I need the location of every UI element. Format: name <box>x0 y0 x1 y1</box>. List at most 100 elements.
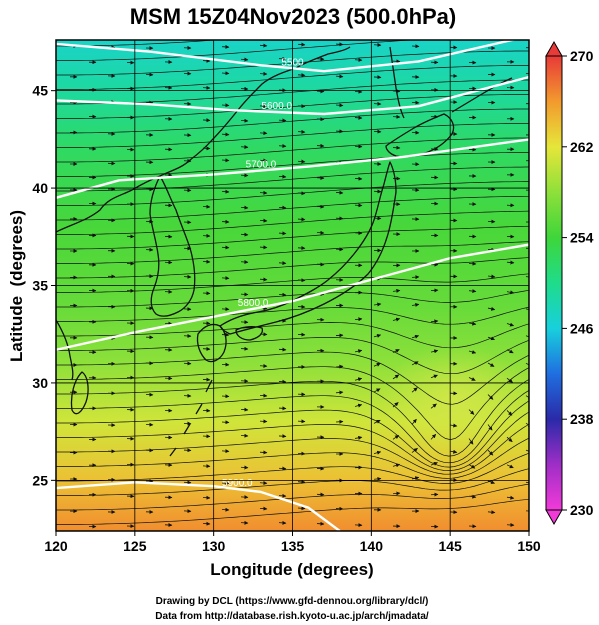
wind-arrow <box>468 350 477 354</box>
x-tick-label: 135 <box>281 538 305 554</box>
streamline <box>56 411 529 471</box>
chart-title: MSM 15Z04Nov2023 (500.0hPa) <box>130 4 457 29</box>
wind-arrow <box>506 436 513 443</box>
wind-arrow <box>240 145 249 150</box>
wind-arrow <box>354 377 363 382</box>
colorbar-bottom-arrow <box>545 509 563 526</box>
wind-arrow <box>240 232 249 237</box>
coast-korea <box>149 175 196 317</box>
wind-arrow <box>487 306 496 311</box>
colorbar-tick-label: 254 <box>570 230 594 246</box>
wind-arrow <box>354 349 363 354</box>
grid-lines <box>56 40 529 531</box>
wind-arrow <box>487 394 494 400</box>
wind-arrow <box>278 493 287 498</box>
wind-arrow <box>430 403 437 409</box>
y-tick-label: 40 <box>32 180 48 196</box>
contour-label: 5800.0 <box>238 298 269 309</box>
x-tick-label: 145 <box>438 538 462 554</box>
wind-arrow <box>354 115 363 120</box>
wind-arrow <box>335 103 344 108</box>
wind-arrow <box>316 204 325 209</box>
wind-arrow <box>392 374 400 380</box>
streamline <box>56 152 529 177</box>
wind-arrow <box>506 322 514 327</box>
y-tick-label: 25 <box>32 472 48 488</box>
wind-arrow <box>449 449 458 454</box>
wind-arrow <box>468 494 477 499</box>
colorbar-bar <box>545 55 563 511</box>
wind-arrow <box>468 438 474 445</box>
contour-line <box>56 138 529 199</box>
x-tick-label: 120 <box>44 538 68 554</box>
wind-arrow <box>316 117 325 122</box>
wind-arrow <box>316 57 325 61</box>
wind-arrow <box>278 406 287 411</box>
wind-arrow <box>259 245 268 250</box>
wind-arrow <box>354 144 363 149</box>
wind-arrow <box>392 317 401 322</box>
colorbar-top-arrow <box>545 40 563 57</box>
wind-arrow <box>297 104 306 109</box>
wind-arrow <box>335 129 344 134</box>
wind-arrow <box>354 176 363 181</box>
wind-arrow <box>335 364 344 369</box>
y-tick-label: 30 <box>32 375 48 391</box>
wind-arrow <box>335 216 344 221</box>
coastlines <box>56 46 513 457</box>
wind-arrow <box>278 520 287 525</box>
wind-arrow <box>278 56 287 61</box>
wind-arrow <box>411 334 420 339</box>
wind-arrow <box>297 159 306 164</box>
coast-sakhalin <box>389 46 405 119</box>
wind-arrow <box>278 434 287 439</box>
wind-arrow <box>240 173 249 178</box>
wind-arrow <box>259 190 268 195</box>
wind-arrow <box>373 334 382 338</box>
wind-arrow <box>259 363 268 368</box>
wind-arrow <box>297 246 306 251</box>
x-tick-label: 150 <box>517 538 541 554</box>
colorbar-tick-label: 238 <box>570 411 594 427</box>
wind-arrow <box>392 402 399 408</box>
wind-arrow <box>278 205 287 210</box>
wind-arrow <box>240 433 249 438</box>
wind-arrow <box>411 447 418 453</box>
wind-arrow <box>468 289 477 294</box>
colorbar-tick-label: 270 <box>570 48 594 64</box>
colorbar-tick-label: 262 <box>570 139 594 155</box>
wind-arrow <box>373 419 381 424</box>
wind-arrow <box>411 275 420 280</box>
wind-arrow <box>411 476 420 481</box>
streamline <box>56 241 529 264</box>
wind-arrow <box>297 479 306 484</box>
streamline <box>56 483 529 511</box>
streamline <box>56 40 222 47</box>
wind-arrow <box>259 43 268 48</box>
wind-arrow <box>240 378 249 383</box>
wind-arrow <box>468 321 477 326</box>
wind-arrow <box>449 423 458 428</box>
wind-arrow <box>240 520 249 525</box>
wind-arrow <box>297 191 306 196</box>
wind-arrow <box>411 302 420 307</box>
wind-arrow <box>297 129 306 134</box>
wind-arrow <box>392 491 401 496</box>
wind-arrow <box>487 362 495 367</box>
streamline <box>56 166 529 192</box>
contour-label: 5700.0 <box>246 160 277 171</box>
streamline <box>56 498 529 525</box>
wind-arrow <box>506 464 514 469</box>
wind-arrow <box>240 495 249 500</box>
wind-arrow <box>468 464 476 469</box>
coast-continent <box>56 46 351 233</box>
wind-arrow <box>278 231 287 236</box>
wind-arrow <box>525 362 529 367</box>
wind-arrow <box>373 362 381 367</box>
colorbar: 270 262 254 246 238 230 <box>545 40 594 526</box>
wind-arrow <box>525 276 529 278</box>
wind-arrow <box>354 58 363 62</box>
wind-arrow <box>430 433 437 440</box>
